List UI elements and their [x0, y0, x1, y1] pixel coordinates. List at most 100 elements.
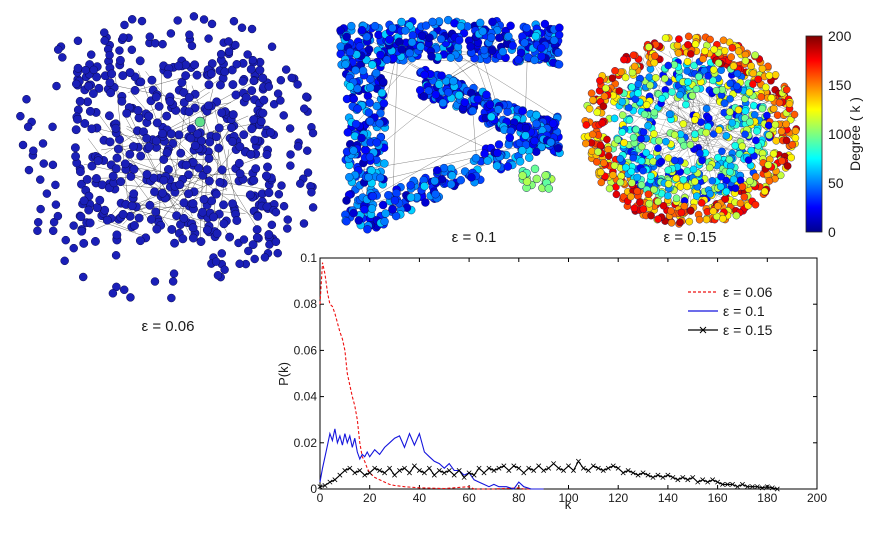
network-node [424, 86, 433, 96]
network-node [515, 157, 525, 166]
network-node [247, 124, 257, 134]
network-node [604, 145, 613, 154]
network-node [279, 201, 289, 211]
network-node [259, 95, 269, 105]
network-node [115, 55, 125, 65]
network-node [630, 204, 639, 213]
network-node [53, 45, 63, 54]
network-node [772, 137, 780, 145]
network-node [546, 138, 555, 147]
network-node [184, 170, 193, 180]
network-node [728, 44, 737, 52]
network-node [676, 218, 684, 227]
network-node [77, 226, 87, 236]
network-node [731, 184, 740, 192]
network-node [372, 68, 381, 78]
network-node [726, 108, 734, 116]
network-node [274, 190, 284, 199]
network-node [608, 74, 617, 82]
network-node [52, 81, 61, 91]
network-node [127, 15, 137, 24]
colorbar-gradient [805, 35, 823, 233]
network-node [151, 92, 161, 102]
network-node [765, 177, 774, 185]
data-point-marker [715, 479, 721, 485]
data-point-marker [595, 465, 601, 471]
legend-marker-x [699, 326, 707, 334]
network-node [39, 159, 49, 168]
network-node [105, 78, 115, 88]
network-node [769, 150, 778, 158]
network-node [665, 110, 674, 119]
network-node [585, 105, 594, 113]
network-node [762, 83, 770, 92]
network-node [365, 98, 374, 108]
network-node [111, 251, 121, 260]
network-node [672, 194, 681, 203]
network-node [633, 173, 642, 182]
colorbar-tick: 200 [828, 28, 852, 44]
network-node [179, 213, 189, 223]
network-node [351, 66, 360, 75]
network-node [420, 181, 429, 191]
network-node [152, 224, 162, 234]
network-node [493, 148, 502, 158]
network-node [175, 180, 185, 190]
network-node [593, 158, 601, 166]
data-point-marker [446, 468, 452, 474]
network-node [136, 77, 146, 87]
network-node [158, 39, 167, 49]
network-node [48, 122, 57, 132]
network-edge [188, 91, 210, 107]
network-node [518, 106, 527, 116]
network-node [634, 89, 642, 97]
data-point-marker [456, 468, 462, 474]
network-node [264, 230, 274, 239]
network-node [621, 73, 630, 82]
colorbar-tick: 100 [828, 126, 852, 142]
network-node [287, 73, 296, 83]
network-node [88, 89, 98, 99]
network-node [624, 103, 633, 112]
data-point-marker [441, 470, 447, 476]
network-node [94, 83, 104, 93]
network-node [247, 24, 257, 34]
network-node [220, 67, 230, 77]
x-axis-ticks: 0 20 40 60 80 100 120 140 160 180 200 [317, 258, 827, 505]
network-node [686, 207, 695, 215]
network-node [231, 40, 240, 50]
network-node [159, 175, 169, 185]
network-node [388, 23, 397, 33]
network-node [664, 61, 673, 70]
network-node [115, 46, 124, 55]
legend-label: ε = 0.06 [723, 284, 773, 300]
network-node [661, 34, 670, 42]
network-node [719, 214, 727, 223]
data-point-marker [496, 465, 502, 471]
network-node [276, 96, 285, 105]
network-node [746, 177, 754, 185]
network-node [520, 38, 529, 47]
degree-distribution-plot: 0 20 40 60 80 100 120 140 160 180 200 0 0.02 0.04 0.0… [276, 251, 827, 512]
network-node [113, 144, 123, 154]
network-node [111, 123, 121, 133]
network-node [100, 28, 109, 37]
network-node [368, 191, 377, 201]
network-node [726, 79, 734, 88]
network-node [651, 52, 659, 60]
network-node [158, 129, 167, 139]
data-point-marker [536, 463, 542, 469]
network-node [788, 140, 797, 149]
network-node [765, 131, 773, 140]
data-point-marker [337, 472, 343, 478]
network-node [347, 21, 356, 31]
network-edge [392, 37, 399, 209]
network-node [532, 147, 541, 157]
network-node [144, 142, 154, 152]
network-node [736, 199, 745, 208]
network-node [687, 50, 695, 58]
x-tick-label: 60 [462, 491, 476, 505]
network-node [196, 237, 206, 247]
network-node [204, 34, 213, 43]
x-tick-label: 40 [413, 491, 427, 505]
